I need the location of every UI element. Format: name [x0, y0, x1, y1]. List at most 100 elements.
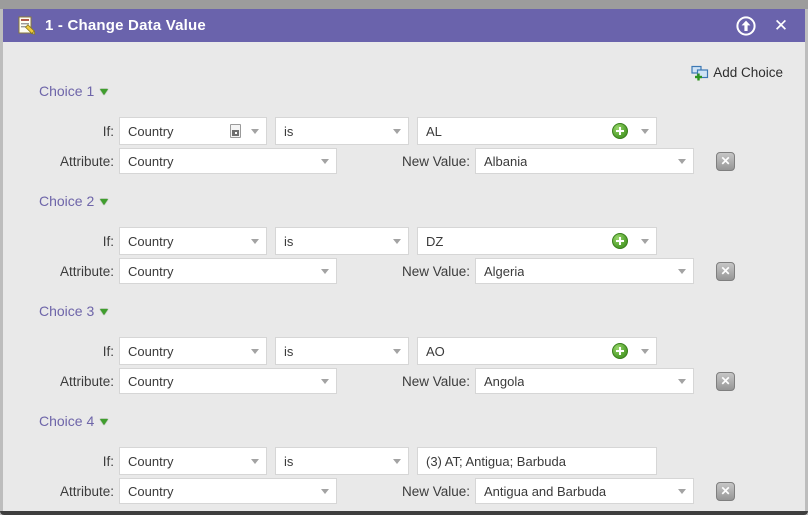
choice-header[interactable]: Choice 4	[39, 413, 805, 429]
attribute-value: Country	[128, 153, 174, 169]
attribute-type-icon	[230, 124, 241, 138]
chevron-down-icon	[321, 159, 329, 164]
chevron-down-icon	[641, 239, 649, 244]
if-row: If: Country is AO	[3, 337, 805, 365]
if-label: If:	[102, 343, 114, 359]
chevron-down-icon	[678, 489, 686, 494]
match-value: AO	[426, 343, 445, 359]
chevron-down-icon	[321, 379, 329, 384]
if-attribute-select[interactable]: Country	[119, 117, 267, 145]
add-value-plus-icon[interactable]	[612, 343, 628, 359]
match-value-select[interactable]: AO	[417, 337, 657, 365]
choices-list: Choice 1 If: Country is AL Attribute:	[3, 83, 805, 504]
operator-value: is	[284, 233, 294, 249]
chevron-down-icon	[393, 239, 401, 244]
attribute-label: Attribute:	[59, 483, 114, 499]
chevron-down-icon	[251, 459, 259, 464]
chevron-down-icon	[678, 159, 686, 164]
if-row: If: Country is AL	[3, 117, 805, 145]
dialog-title: 1 - Change Data Value	[45, 17, 206, 34]
attribute-select[interactable]: Country	[119, 258, 337, 284]
operator-select[interactable]: is	[275, 447, 409, 475]
chevron-down-icon	[321, 269, 329, 274]
if-attribute-select[interactable]: Country	[119, 447, 267, 475]
attribute-row: Attribute: Country New Value: Albania ✕	[3, 148, 805, 174]
delete-choice-button[interactable]: ✕	[716, 151, 735, 171]
if-attribute-value: Country	[128, 343, 174, 359]
if-label: If:	[102, 233, 114, 249]
add-value-plus-icon[interactable]	[612, 123, 628, 139]
chevron-down-icon	[321, 489, 329, 494]
match-value: (3) AT; Antigua; Barbuda	[426, 453, 566, 469]
if-row: If: Country is (3) AT; Antigua; Barbuda	[3, 447, 805, 475]
choice-section: Choice 4 If: Country is (3) AT; Antigua;…	[3, 413, 805, 504]
change-data-value-dialog: 1 - Change Data Value ✕ Add Choice Cho	[0, 9, 808, 515]
if-row: If: Country is DZ	[3, 227, 805, 255]
add-choice-button[interactable]: Add Choice	[691, 61, 783, 83]
operator-select[interactable]: is	[275, 227, 409, 255]
match-value: AL	[426, 123, 442, 139]
new-value-label: New Value:	[401, 263, 470, 279]
new-value-label: New Value:	[401, 153, 470, 169]
clipped-window-edge	[0, 511, 808, 515]
attribute-label: Attribute:	[59, 373, 114, 389]
close-icon[interactable]: ✕	[773, 16, 789, 35]
attribute-row: Attribute: Country New Value: Algeria ✕	[3, 258, 805, 284]
new-value-select[interactable]: Albania	[475, 148, 694, 174]
chevron-down-icon	[641, 349, 649, 354]
if-attribute-select[interactable]: Country	[119, 227, 267, 255]
new-value-select[interactable]: Angola	[475, 368, 694, 394]
attribute-select[interactable]: Country	[119, 368, 337, 394]
collapse-up-icon[interactable]	[735, 15, 757, 37]
if-label: If:	[102, 123, 114, 139]
choice-title: Choice 3	[39, 303, 95, 319]
match-value-select[interactable]: (3) AT; Antigua; Barbuda	[417, 447, 657, 475]
attribute-value: Country	[128, 263, 174, 279]
chevron-down-icon	[393, 459, 401, 464]
add-choice-icon	[691, 65, 709, 80]
chevron-down-icon	[678, 379, 686, 384]
operator-value: is	[284, 453, 294, 469]
choice-header[interactable]: Choice 2	[39, 193, 805, 209]
chevron-down-icon	[393, 129, 401, 134]
choice-menu-caret-icon	[100, 309, 109, 315]
new-value: Antigua and Barbuda	[484, 483, 607, 499]
attribute-select[interactable]: Country	[119, 148, 337, 174]
dialog-titlebar: 1 - Change Data Value ✕	[3, 9, 805, 42]
new-value-label: New Value:	[401, 483, 470, 499]
attribute-select[interactable]: Country	[119, 478, 337, 504]
match-value-select[interactable]: AL	[417, 117, 657, 145]
operator-select[interactable]: is	[275, 337, 409, 365]
if-attribute-value: Country	[128, 123, 174, 139]
delete-choice-button[interactable]: ✕	[716, 371, 735, 391]
choice-header[interactable]: Choice 3	[39, 303, 805, 319]
if-attribute-select[interactable]: Country	[119, 337, 267, 365]
choice-header[interactable]: Choice 1	[39, 83, 805, 99]
chevron-down-icon	[393, 349, 401, 354]
choice-menu-caret-icon	[100, 199, 109, 205]
choice-menu-caret-icon	[100, 89, 109, 95]
match-value-select[interactable]: DZ	[417, 227, 657, 255]
chevron-down-icon	[251, 239, 259, 244]
choice-section: Choice 2 If: Country is DZ Attribute:	[3, 193, 805, 284]
choice-section: Choice 1 If: Country is AL Attribute:	[3, 83, 805, 174]
if-attribute-value: Country	[128, 453, 174, 469]
operator-select[interactable]: is	[275, 117, 409, 145]
delete-choice-button[interactable]: ✕	[716, 481, 735, 501]
if-label: If:	[102, 453, 114, 469]
add-value-plus-icon[interactable]	[612, 233, 628, 249]
chevron-down-icon	[678, 269, 686, 274]
new-value-label: New Value:	[401, 373, 470, 389]
attribute-label: Attribute:	[59, 263, 114, 279]
attribute-label: Attribute:	[59, 153, 114, 169]
delete-choice-button[interactable]: ✕	[716, 261, 735, 281]
attribute-value: Country	[128, 373, 174, 389]
attribute-row: Attribute: Country New Value: Angola ✕	[3, 368, 805, 394]
chevron-down-icon	[641, 129, 649, 134]
new-value-select[interactable]: Antigua and Barbuda	[475, 478, 694, 504]
add-choice-label: Add Choice	[713, 64, 783, 80]
attribute-row: Attribute: Country New Value: Antigua an…	[3, 478, 805, 504]
new-value-select[interactable]: Algeria	[475, 258, 694, 284]
choice-title: Choice 4	[39, 413, 95, 429]
new-value: Algeria	[484, 263, 525, 279]
